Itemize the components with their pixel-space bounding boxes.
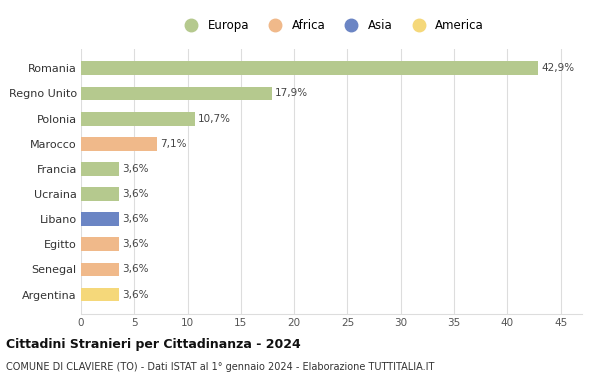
Text: Cittadini Stranieri per Cittadinanza - 2024: Cittadini Stranieri per Cittadinanza - 2… [6,338,301,351]
Bar [81,212,119,226]
Bar [81,288,119,301]
Text: 42,9%: 42,9% [541,63,575,73]
Bar [81,87,272,100]
Text: 3,6%: 3,6% [122,239,149,249]
Bar [81,263,119,276]
Text: 3,6%: 3,6% [122,264,149,274]
Text: COMUNE DI CLAVIERE (TO) - Dati ISTAT al 1° gennaio 2024 - Elaborazione TUTTITALI: COMUNE DI CLAVIERE (TO) - Dati ISTAT al … [6,363,434,372]
Bar [81,238,119,251]
Bar [81,162,119,176]
Text: 7,1%: 7,1% [160,139,187,149]
Text: 3,6%: 3,6% [122,214,149,224]
Bar [81,62,538,75]
Text: 3,6%: 3,6% [122,290,149,299]
Bar [81,137,157,150]
Text: 3,6%: 3,6% [122,164,149,174]
Bar [81,187,119,201]
Legend: Europa, Africa, Asia, America: Europa, Africa, Asia, America [176,16,487,36]
Text: 3,6%: 3,6% [122,189,149,199]
Bar [81,112,195,125]
Text: 17,9%: 17,9% [275,89,308,98]
Text: 10,7%: 10,7% [198,114,231,124]
